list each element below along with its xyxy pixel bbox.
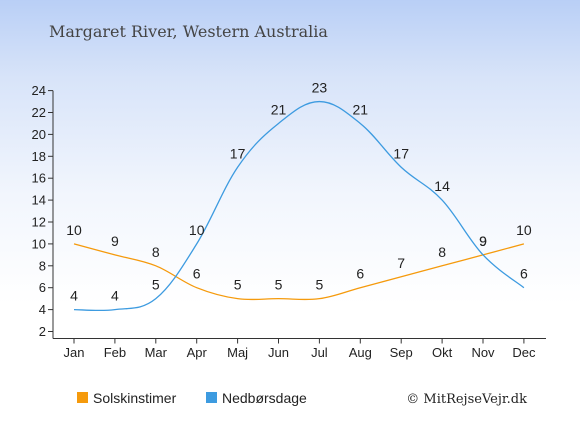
data-label: 17	[393, 145, 409, 161]
data-label: 6	[520, 266, 528, 282]
series-line-1	[73, 100, 525, 312]
y-tick-label: 10	[32, 236, 46, 251]
data-label: 8	[152, 244, 160, 260]
x-tick-label: Feb	[104, 345, 126, 360]
data-label: 6	[193, 266, 201, 282]
data-label: 6	[356, 266, 364, 282]
legend-swatch	[206, 392, 217, 403]
legend-label: Nedbørsdage	[222, 390, 307, 406]
data-label: 9	[479, 233, 487, 249]
x-tick-label: Dec	[512, 345, 536, 360]
data-label: 14	[434, 178, 450, 194]
y-tick-label: 20	[32, 127, 46, 142]
x-tick-label: Mar	[145, 345, 168, 360]
y-tick-label: 6	[39, 280, 46, 295]
y-tick-label: 14	[32, 193, 46, 208]
data-label: 21	[271, 101, 287, 117]
chart-title: Margaret River, Western Australia	[49, 22, 328, 41]
data-label: 17	[230, 145, 246, 161]
data-label: 23	[312, 80, 328, 96]
data-label: 4	[111, 288, 119, 304]
y-tick-label: 4	[39, 302, 46, 317]
y-tick-label: 18	[32, 149, 46, 164]
data-label: 7	[397, 255, 405, 271]
x-tick-label: Nov	[471, 345, 495, 360]
x-tick-label: Jul	[311, 345, 328, 360]
data-label: 10	[189, 222, 205, 238]
data-label: 10	[66, 222, 82, 238]
data-label: 9	[111, 233, 119, 249]
legend-label: Solskinstimer	[93, 390, 177, 406]
data-label: 5	[275, 277, 283, 293]
data-label: 10	[516, 222, 532, 238]
x-tick-label: Jun	[268, 345, 289, 360]
series-lines	[73, 100, 525, 312]
y-tick-label: 16	[32, 171, 46, 186]
data-label: 5	[316, 277, 324, 293]
x-tick-label: Okt	[432, 345, 453, 360]
data-label: 8	[438, 244, 446, 260]
x-tick-label: Apr	[187, 345, 208, 360]
series-line-0	[73, 243, 525, 301]
data-label: 4	[70, 288, 78, 304]
x-tick-label: Aug	[349, 345, 372, 360]
y-tick-label: 22	[32, 105, 46, 120]
x-tick-label: Maj	[227, 345, 248, 360]
data-label: 9	[479, 233, 487, 249]
legend: Solskinstimer Nedbørsdage	[77, 390, 307, 406]
data-label: 5	[234, 277, 242, 293]
data-label: 21	[353, 101, 369, 117]
data-label: 5	[152, 277, 160, 293]
y-tick-label: 24	[32, 83, 46, 98]
x-tick-label: Sep	[390, 345, 413, 360]
y-tick-label: 2	[39, 324, 46, 339]
y-tick-label: 12	[32, 215, 46, 230]
y-tick-label: 8	[39, 258, 46, 273]
x-tick-label: Jan	[64, 345, 85, 360]
legend-swatch	[77, 392, 88, 403]
credit-text: © MitRejseVejr.dk	[406, 392, 527, 407]
